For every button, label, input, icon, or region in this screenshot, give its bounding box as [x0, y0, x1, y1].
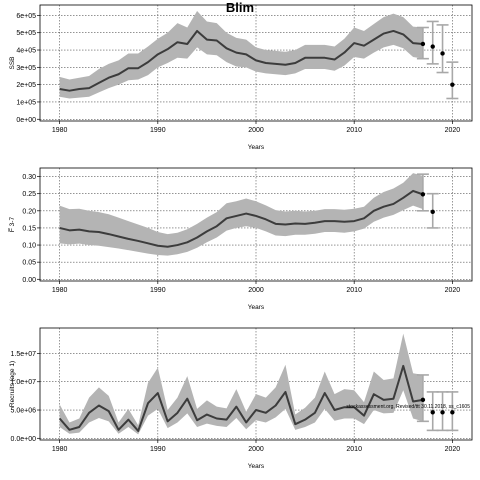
y-tick-label: 0.30: [22, 174, 36, 181]
y-tick-label: 5e+05: [16, 30, 36, 37]
x-tick-label: 2000: [248, 127, 264, 134]
x-tick-label: 1980: [52, 127, 68, 134]
confidence-band: [59, 333, 423, 435]
forecast-point: [450, 82, 455, 87]
forecast-point: [420, 192, 426, 197]
x-tick-label: 1990: [150, 446, 166, 453]
x-tick-label: 1980: [52, 446, 68, 453]
y-tick-label: 4e+05: [16, 48, 36, 55]
forecast-point: [430, 410, 435, 415]
forecast-point: [430, 44, 435, 49]
x-tick-label: 2000: [248, 446, 264, 453]
y-tick-label: 1.5e+07: [11, 351, 37, 358]
panel-2: 1980 1990 2000 2010 2020 0.00 0.05 0.10 0.15 0.20…: [8, 167, 473, 311]
x-axis-label: Years: [248, 463, 265, 470]
x-tick-label: 2020: [445, 127, 461, 134]
x-axis-label: Years: [248, 144, 265, 151]
panel-1: 1980 1990 2000 2010 2020 0e+00 1e+05 2e+05 3e+05…: [9, 4, 473, 151]
panels: 1980 1990 2000 2010 2020 0e+00 1e+05 2e+05 3e+05…: [8, 4, 473, 470]
y-tick-label: 0.05: [22, 260, 36, 267]
y-tick-label: 0.15: [22, 225, 36, 232]
y-tick-label: 0.20: [22, 208, 36, 215]
estimate-line: [59, 189, 424, 248]
y-tick-label: 0e+00: [16, 117, 36, 124]
estimate-line: [59, 29, 423, 92]
forecast-point: [450, 410, 455, 415]
x-tick-label: 2000: [248, 287, 264, 294]
x-tick-label: 2010: [346, 287, 362, 294]
y-tick-label: 1.0e+07: [11, 379, 37, 386]
x-tick-label: 2010: [346, 127, 362, 134]
y-axis-label: F̅ 3-7: [8, 217, 16, 233]
panel-3: 1980 1990 2000 2010 2020 0.0e+00 5.0e+06 1.0e+0…: [9, 327, 473, 470]
y-axis-label: SSB: [9, 56, 16, 69]
figure-title: Blim: [226, 0, 254, 15]
y-tick-label: 0.25: [22, 191, 36, 198]
forecast-point: [440, 410, 445, 415]
x-axis-label: Years: [248, 304, 265, 311]
y-tick-label: 1e+05: [16, 99, 36, 106]
forecast-point: [440, 51, 445, 56]
forecast-point: [420, 41, 426, 47]
x-tick-label: 1990: [150, 287, 166, 294]
x-tick-label: 2020: [445, 287, 461, 294]
x-tick-label: 1990: [150, 127, 166, 134]
y-tick-label: 2e+05: [16, 82, 36, 89]
y-tick-label: 0.0e+00: [11, 436, 37, 443]
estimate-line: [58, 364, 424, 432]
y-tick-label: 3e+05: [16, 65, 36, 72]
y-axis-label: Recruits (age 1): [9, 361, 16, 407]
y-tick-label: 0.00: [22, 277, 36, 284]
footnote: stockassessment.org, Revised/ttt 30.11.2…: [346, 404, 470, 410]
x-tick-label: 2010: [346, 446, 362, 453]
x-tick-label: 2020: [445, 446, 461, 453]
x-tick-label: 1980: [52, 287, 68, 294]
y-tick-label: 6e+05: [16, 13, 36, 20]
confidence-band: [59, 11, 423, 99]
forecast-point: [420, 397, 426, 403]
y-tick-label: 5.0e+06: [11, 408, 37, 415]
y-tick-label: 0.10: [22, 243, 36, 250]
forecast-point: [430, 209, 435, 215]
